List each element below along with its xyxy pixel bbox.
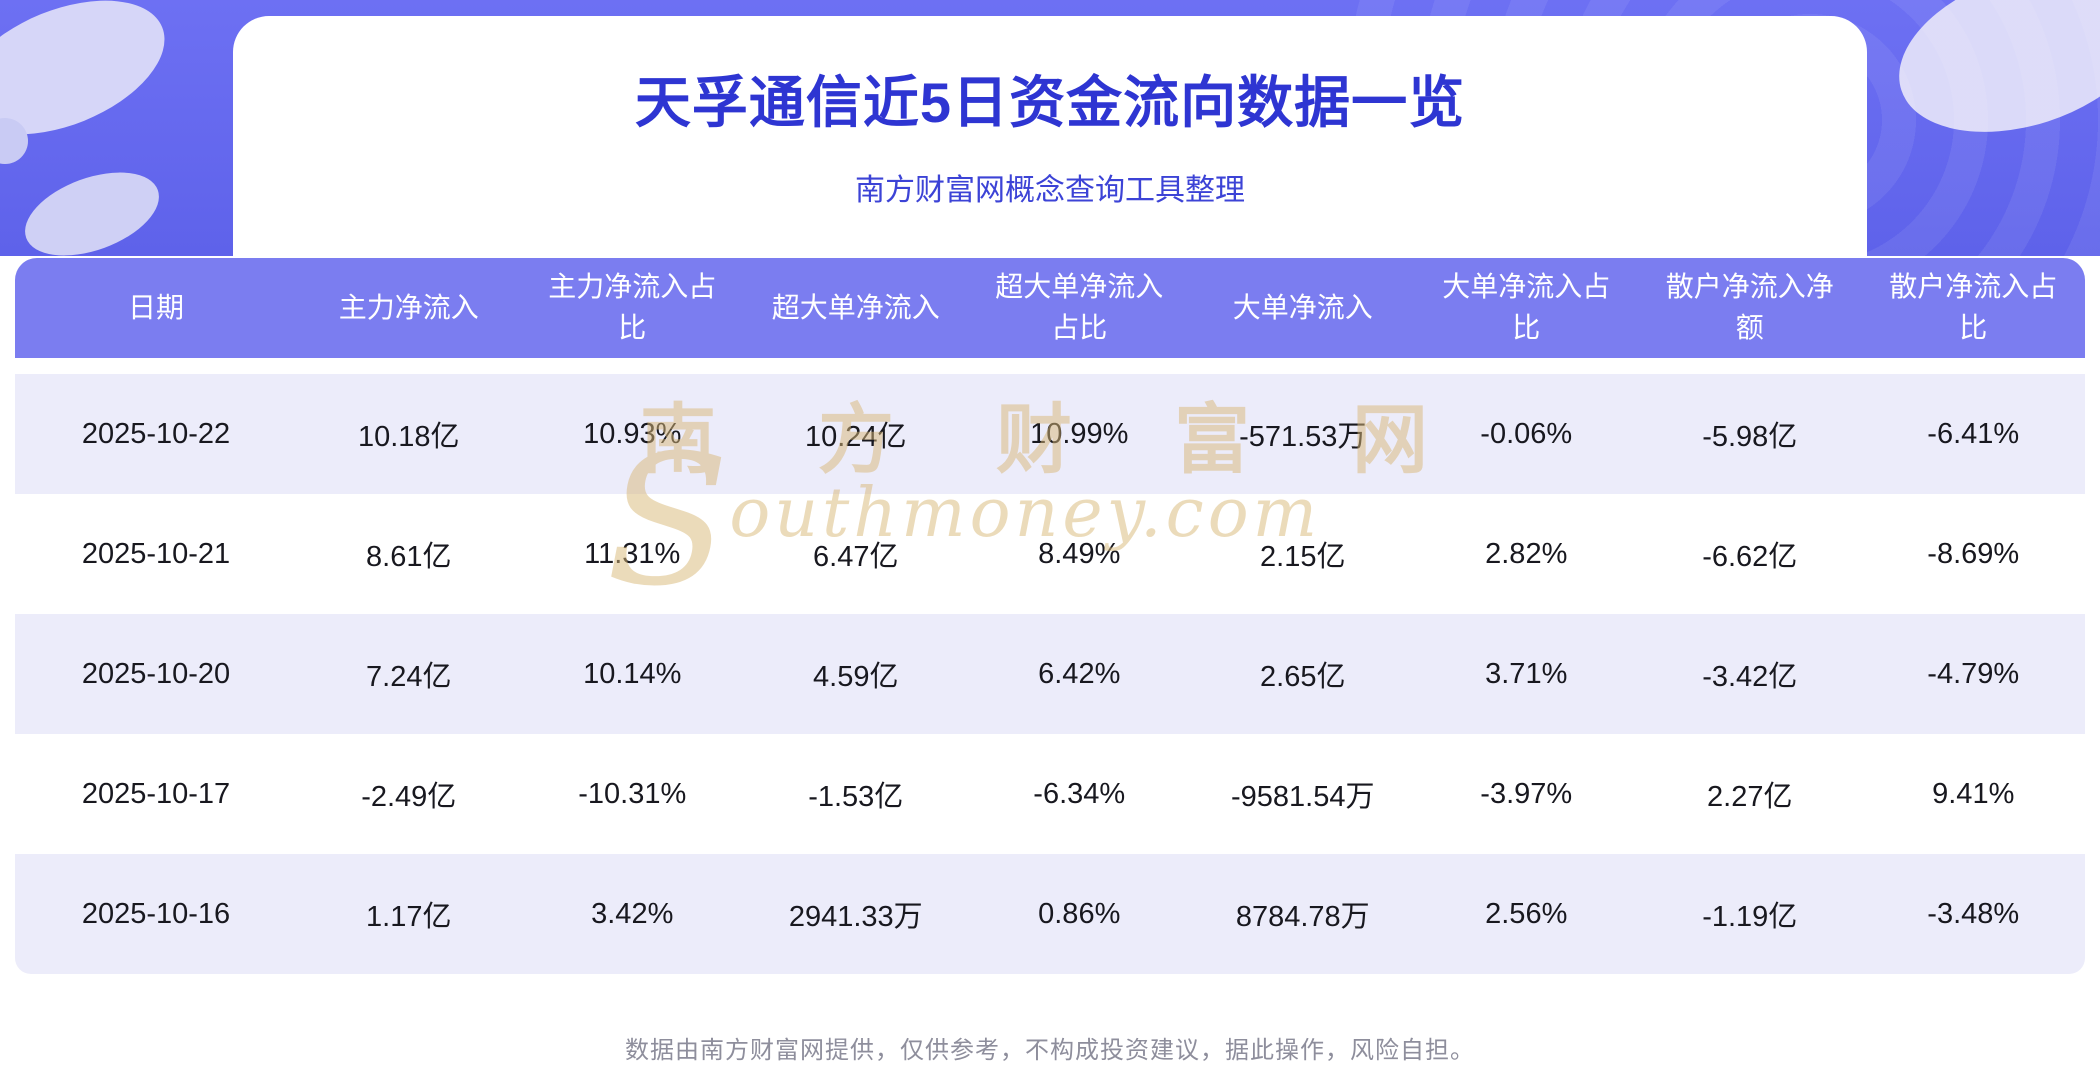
column-header: 超大单净流入占比 [967, 258, 1191, 374]
cell: -3.48% [1861, 854, 2085, 974]
cell: 6.42% [967, 614, 1191, 734]
cell: 2.15亿 [1191, 494, 1415, 614]
cell: 2.27亿 [1638, 734, 1862, 854]
cell: 4.59亿 [744, 614, 968, 734]
cell: 1.17亿 [297, 854, 521, 974]
table-row: 2025-10-17 -2.49亿 -10.31% -1.53亿 -6.34% … [15, 734, 2085, 854]
cell: -3.42亿 [1638, 614, 1862, 734]
disclaimer-text: 数据由南方财富网提供，仅供参考，不构成投资建议，据此操作，风险自担。 [625, 1037, 1475, 1064]
cell: -5.98亿 [1638, 374, 1862, 494]
cell-date: 2025-10-20 [15, 614, 297, 734]
column-header: 大单净流入占比 [1414, 258, 1638, 374]
cell: 8.49% [967, 494, 1191, 614]
cell: 2.65亿 [1191, 614, 1415, 734]
cell: -1.53亿 [744, 734, 968, 854]
cell: -10.31% [520, 734, 744, 854]
cell: 9.41% [1861, 734, 2085, 854]
column-header: 主力净流入占比 [520, 258, 744, 374]
cell: 3.42% [520, 854, 744, 974]
cell: -9581.54万 [1191, 734, 1415, 854]
cell: 2.82% [1414, 494, 1638, 614]
decor-ellipse-left [13, 156, 171, 256]
cell: 2.56% [1414, 854, 1638, 974]
fund-flow-table: 日期 主力净流入 主力净流入占比 超大单净流入 超大单净流入占比 大单净流入 大… [15, 258, 2085, 974]
cell: 7.24亿 [297, 614, 521, 734]
cell-date: 2025-10-16 [15, 854, 297, 974]
cell: 10.18亿 [297, 374, 521, 494]
cell: 10.14% [520, 614, 744, 734]
cell: -3.97% [1414, 734, 1638, 854]
cell: -6.62亿 [1638, 494, 1862, 614]
column-header: 散户净流入占比 [1861, 258, 2085, 374]
cell: -2.49亿 [297, 734, 521, 854]
cell: -571.53万 [1191, 374, 1415, 494]
column-header-date: 日期 [15, 258, 297, 374]
cell: 10.93% [520, 374, 744, 494]
table-row: 2025-10-22 10.18亿 10.93% 10.24亿 10.99% -… [15, 374, 2085, 494]
table-row: 2025-10-16 1.17亿 3.42% 2941.33万 0.86% 87… [15, 854, 2085, 974]
cell: 8784.78万 [1191, 854, 1415, 974]
cell: -6.41% [1861, 374, 2085, 494]
fund-flow-table-wrap: 日期 主力净流入 主力净流入占比 超大单净流入 超大单净流入占比 大单净流入 大… [15, 258, 2085, 974]
column-header: 主力净流入 [297, 258, 521, 374]
column-header: 大单净流入 [1191, 258, 1415, 374]
cell: 0.86% [967, 854, 1191, 974]
page-title: 天孚通信近5日资金流向数据一览 [634, 71, 1466, 134]
cell: -8.69% [1861, 494, 2085, 614]
hero-banner: 天孚通信近5日资金流向数据一览 南方财富网概念查询工具整理 [0, 0, 2100, 256]
cell: 11.31% [520, 494, 744, 614]
column-header: 散户净流入净额 [1638, 258, 1862, 374]
cell-date: 2025-10-21 [15, 494, 297, 614]
column-header: 超大单净流入 [744, 258, 968, 374]
cell: -4.79% [1861, 614, 2085, 734]
table-row: 2025-10-20 7.24亿 10.14% 4.59亿 6.42% 2.65… [15, 614, 2085, 734]
header-row: 日期 主力净流入 主力净流入占比 超大单净流入 超大单净流入占比 大单净流入 大… [15, 258, 2085, 374]
cell: 10.24亿 [744, 374, 968, 494]
cell: 8.61亿 [297, 494, 521, 614]
cell: -0.06% [1414, 374, 1638, 494]
cell: -6.34% [967, 734, 1191, 854]
cell: 10.99% [967, 374, 1191, 494]
title-card: 天孚通信近5日资金流向数据一览 南方财富网概念查询工具整理 [233, 16, 1867, 256]
cell: 2941.33万 [744, 854, 968, 974]
cell: 6.47亿 [744, 494, 968, 614]
table-row: 2025-10-21 8.61亿 11.31% 6.47亿 8.49% 2.15… [15, 494, 2085, 614]
page-subtitle: 南方财富网概念查询工具整理 [855, 174, 1245, 207]
cell-date: 2025-10-22 [15, 374, 297, 494]
cell: -1.19亿 [1638, 854, 1862, 974]
cell: 3.71% [1414, 614, 1638, 734]
cell-date: 2025-10-17 [15, 734, 297, 854]
